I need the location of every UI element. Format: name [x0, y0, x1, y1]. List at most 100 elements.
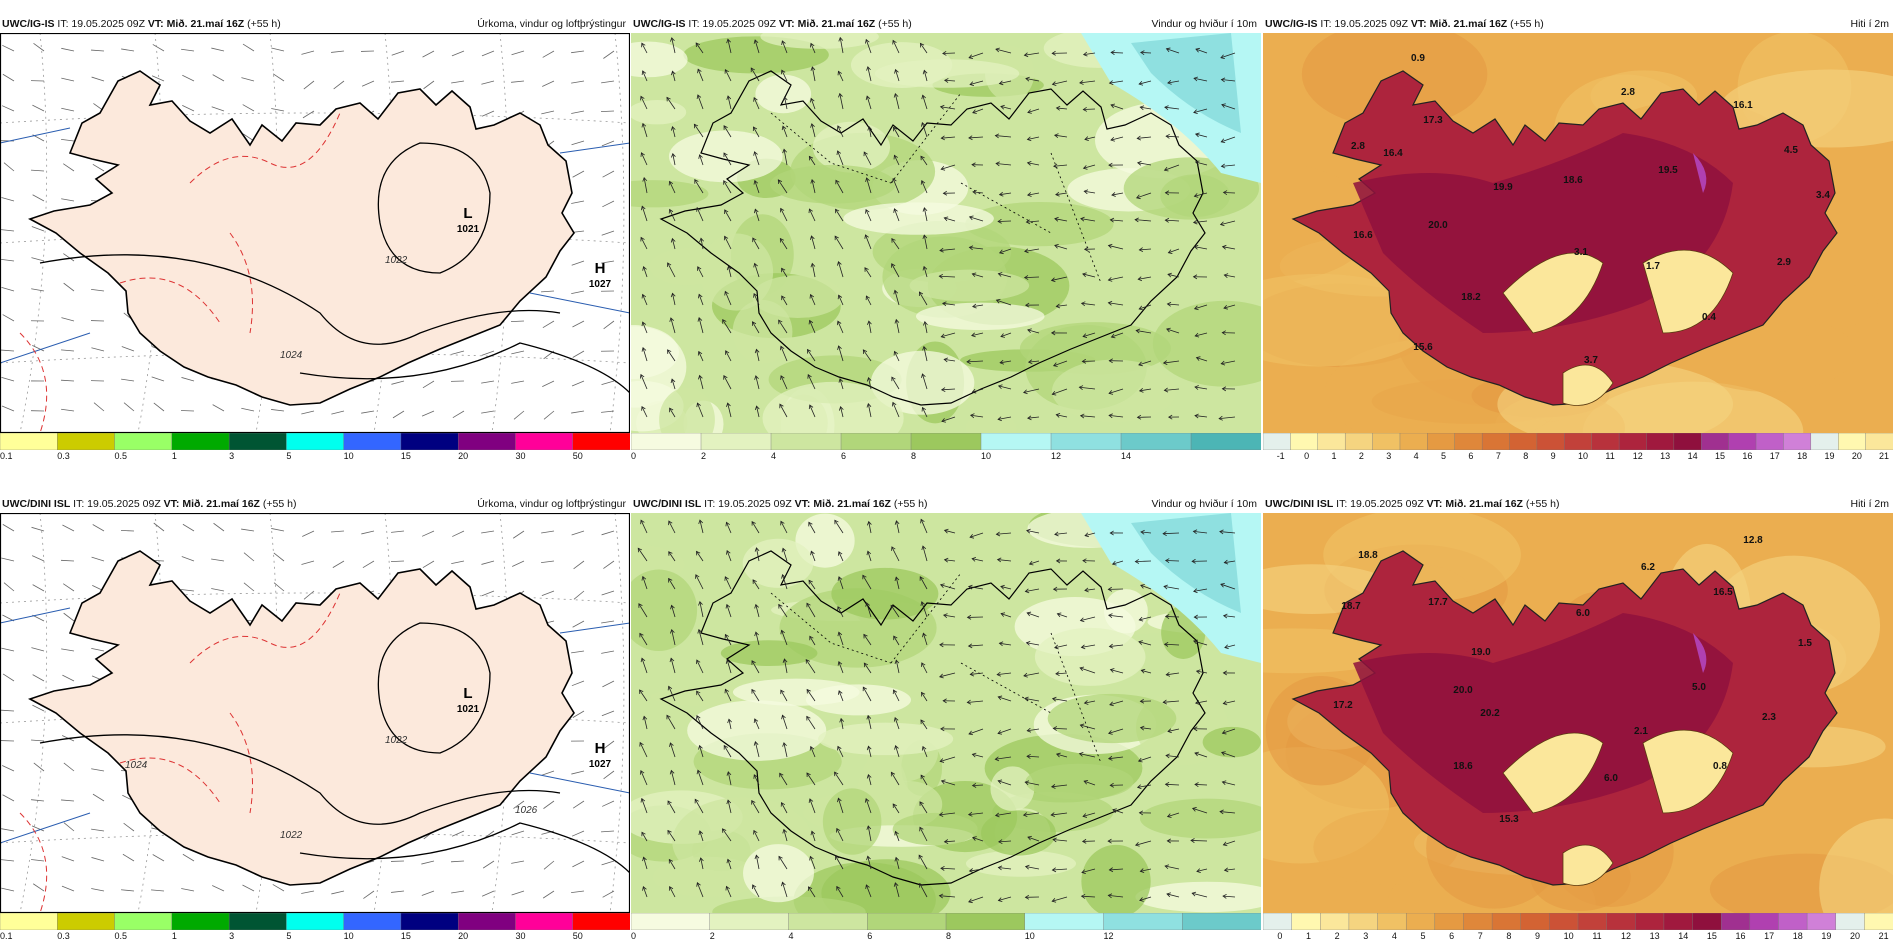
colorbar-segment [770, 432, 842, 451]
map-area[interactable] [631, 513, 1261, 913]
init-time: IT: 19.05.2025 09Z [1336, 498, 1424, 510]
colorbar-tick-label: 20 [1850, 931, 1861, 941]
map-area[interactable]: 12.8 18.8 6.2 16.5 18.7 17.7 6.0 1.5 19.0 20.0 5.0… [1263, 513, 1893, 913]
init-time: IT: 19.05.2025 09Z [688, 18, 776, 30]
lead-time: (+55 h) [878, 18, 912, 30]
map-area[interactable]: L 1021 H 1027 1022 1024 [0, 33, 630, 433]
pressure-center-letter: L [463, 685, 472, 702]
isobar-label: 1022 [280, 830, 303, 841]
temperature-label: 2.8 [1621, 87, 1635, 98]
colorbar-tick-label: 5 [286, 931, 292, 941]
temperature-label: 18.2 [1461, 292, 1481, 303]
colorbar-tick-label: 5 [286, 451, 292, 461]
colorbar-segment [1050, 432, 1122, 451]
isobar-label: 1024 [125, 760, 148, 771]
colorbar-tick-label: 17 [1769, 451, 1780, 461]
colorbar-segment [228, 432, 288, 451]
panel-title: Hiti í 2m [1850, 498, 1889, 510]
pressure-center-letter: L [463, 205, 472, 222]
colorbar-tick-label: 13 [1660, 451, 1671, 461]
temperature-label: 4.5 [1784, 145, 1798, 156]
colorbar-segment [114, 432, 173, 451]
colorbar-segment [1120, 432, 1192, 451]
temperature-label: 3.4 [1816, 190, 1830, 201]
colorbar-ticks: 0 1 2 3 4 5 6 7 8 9 10 11 12 13 14 15 16 17 18 19 20 21 [1263, 930, 1893, 944]
colorbar-segment [515, 912, 574, 931]
valid-time-label: VT: [163, 498, 180, 510]
colorbar-tick-label: 12 [1632, 451, 1643, 461]
colorbar-segment [1864, 912, 1894, 931]
colorbar-segment [171, 432, 230, 451]
map-svg: L 1021 H 1027 1022 1022 1024 1026 [0, 513, 630, 913]
colorbar-tick-label: 30 [515, 451, 526, 461]
colorbar-segment [1835, 912, 1866, 931]
colorbar-tick-label: 2 [709, 931, 715, 941]
colorbar [0, 432, 631, 451]
init-time: IT: 19.05.2025 09Z [1320, 18, 1408, 30]
colorbar-tick-label: 15 [400, 931, 411, 941]
colorbar-tick-label: 10 [981, 451, 992, 461]
temperature-label: 12.8 [1743, 535, 1763, 546]
pressure-center-value: 1021 [457, 704, 480, 715]
colorbar-tick-label: 0.5 [114, 451, 128, 461]
colorbar-segment [1491, 912, 1522, 931]
panel-title: Úrkoma, vindur og loftþrýstingur [477, 498, 626, 510]
isobar-label: 1022 [385, 255, 408, 266]
valid-time: Mið. 21.maí 16Z [797, 18, 876, 30]
colorbar-tick-label: 17 [1764, 931, 1775, 941]
colorbar-segment [1778, 912, 1808, 931]
colorbar-tick-label: 11 [1605, 451, 1615, 461]
colorbar-segment [1618, 432, 1648, 451]
temperature-label: 18.8 [1358, 550, 1378, 561]
lead-time: (+55 h) [1510, 18, 1544, 30]
colorbar-tick-label: 16 [1742, 451, 1753, 461]
colorbar-ticks: 0.1 0.3 0.5 1 3 5 10 15 20 30 50 [0, 450, 630, 464]
colorbar-tick-label: 8 [946, 931, 952, 941]
map-area[interactable]: 0.9 17.3 2.8 16.1 2.8 16.4 4.5 19.9 18.6 19.5 3.4 1… [1263, 33, 1893, 433]
isobar-label: 1026 [515, 805, 538, 816]
colorbar-segment [630, 432, 702, 451]
temperature-label: 15.3 [1499, 814, 1519, 825]
temperature-label: 16.4 [1383, 148, 1403, 159]
colorbar-segment [171, 912, 230, 931]
panel-title: Vindur og hviður í 10m [1151, 498, 1257, 510]
colorbar-segment [114, 912, 173, 931]
colorbar-tick-label: 18 [1792, 931, 1803, 941]
colorbar-tick-label: 14 [1687, 451, 1698, 461]
temperature-label: 3.7 [1584, 355, 1598, 366]
colorbar-segment [1549, 912, 1579, 931]
colorbar-segment [400, 432, 459, 451]
colorbar-segment [1749, 912, 1780, 931]
panel-header: UWC/IG-IS IT: 19.05.2025 09Z VT: Mið. 21… [631, 16, 1261, 33]
valid-time-label: VT: [147, 18, 164, 30]
temperature-label: 20.2 [1480, 708, 1500, 719]
panel-igis-wind: UWC/IG-IS IT: 19.05.2025 09Z VT: Mið. 21… [630, 16, 1262, 466]
colorbar [630, 432, 1262, 451]
colorbar-tick-label: 3 [229, 931, 235, 941]
colorbar-segment [1427, 432, 1456, 451]
colorbar-segment [1865, 432, 1894, 451]
colorbar [1262, 912, 1894, 931]
colorbar-segment [1755, 432, 1785, 451]
colorbar-tick-label: 3 [1386, 451, 1392, 461]
colorbar-tick-label: 12 [1620, 931, 1631, 941]
colorbar-tick-label: 15 [1714, 451, 1725, 461]
colorbar-tick-label: 10 [343, 451, 354, 461]
colorbar-tick-label: 12 [1103, 931, 1114, 941]
colorbar-segment [1344, 432, 1374, 451]
colorbar-svg [630, 432, 1262, 451]
colorbar-tick-label: 1 [171, 451, 177, 461]
colorbar-tick-label: 50 [572, 931, 583, 941]
panel-header: UWC/DINI ISL IT: 19.05.2025 09Z VT: Mið.… [0, 496, 630, 513]
colorbar-tick-label: 14 [1678, 931, 1689, 941]
colorbar-segment [1290, 432, 1319, 451]
colorbar-tick-label: 0.1 [0, 931, 13, 941]
map-area[interactable]: L 1021 H 1027 1022 1022 1024 1026 [0, 513, 630, 913]
colorbar-segment [1591, 432, 1620, 451]
temperature-label: 2.9 [1777, 257, 1791, 268]
colorbar-tick-label: 3 [1363, 931, 1369, 941]
map-area[interactable] [631, 33, 1261, 433]
colorbar-segment [1509, 432, 1538, 451]
colorbar-tick-label: 2 [1334, 931, 1340, 941]
pressure-center-letter: H [595, 260, 606, 277]
